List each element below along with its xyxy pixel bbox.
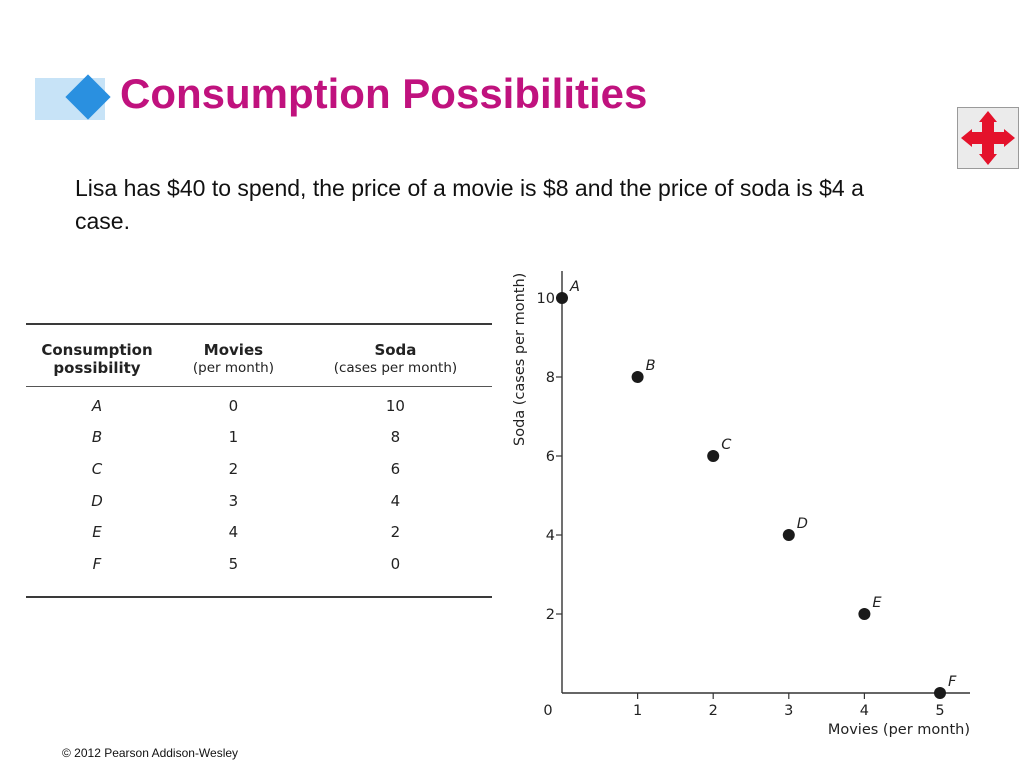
row-movies: 1 <box>228 428 239 447</box>
point-label-f: F <box>948 674 957 690</box>
table-header-row: Consumption possibility Movies (per mont… <box>26 325 492 387</box>
y-tick-label: 10 <box>537 291 555 307</box>
data-point-c <box>707 450 720 462</box>
table-row: D 3 4 <box>26 485 492 517</box>
header-consumption-possibility: Consumption possibility <box>26 325 168 387</box>
row-soda: 0 <box>390 554 401 573</box>
row-soda: 4 <box>390 491 401 510</box>
slide-title: Consumption Possibilities <box>120 70 648 117</box>
x-tick-label: 4 <box>860 703 869 719</box>
point-label-d: D <box>797 516 808 532</box>
data-point-d <box>782 529 795 541</box>
y-axis-label: Soda (cases per month) <box>512 273 528 446</box>
data-point-e <box>858 608 871 620</box>
row-label: F <box>92 554 102 573</box>
x-tick-label: 5 <box>935 703 944 719</box>
header-col1-line1: Consumption <box>41 341 153 359</box>
row-label: A <box>91 396 103 415</box>
data-point-f <box>934 687 946 699</box>
row-movies: 4 <box>228 523 239 542</box>
y-tick-label: 2 <box>546 607 555 623</box>
header-soda: Soda (cases per month) <box>298 325 492 387</box>
intro-text: Lisa has $40 to spend, the price of a mo… <box>75 175 864 234</box>
y-tick-label: 4 <box>546 528 555 544</box>
row-soda: 2 <box>390 523 401 542</box>
y-tick-label: 8 <box>546 370 555 386</box>
data-point-a <box>556 292 568 304</box>
point-label-c: C <box>721 437 732 453</box>
row-movies: 2 <box>228 459 239 478</box>
header-col3-line2: (cases per month) <box>333 360 458 376</box>
row-movies: 3 <box>228 491 239 510</box>
point-label-a: A <box>569 279 580 295</box>
data-point-b <box>631 371 644 383</box>
header-col1-line2: possibility <box>53 359 141 377</box>
header-col2-line2: (per month) <box>192 360 274 376</box>
header-col2-line1: Movies <box>203 341 264 359</box>
table-row: B 1 8 <box>26 422 492 454</box>
table-row: F 5 0 <box>26 548 492 596</box>
row-label: D <box>91 491 103 510</box>
copyright-footer: © 2012 Pearson Addison-Wesley <box>62 746 239 760</box>
x-tick-label: 1 <box>633 703 642 719</box>
x-tick-label: 3 <box>784 703 793 719</box>
point-label-e: E <box>872 595 882 611</box>
row-soda: 10 <box>385 396 405 415</box>
table-row: C 2 6 <box>26 453 492 485</box>
row-label: E <box>92 523 102 542</box>
header-col3-line1: Soda <box>374 341 417 359</box>
row-movies: 0 <box>228 396 239 415</box>
point-label-b: B <box>646 358 656 374</box>
x-axis-label: Movies (per month) <box>828 722 970 738</box>
table-row: E 4 2 <box>26 516 492 548</box>
table-row: A 0 10 <box>26 387 492 422</box>
four-way-arrows-icon <box>961 111 1015 165</box>
row-label: C <box>91 459 103 478</box>
y-tick-label: 6 <box>546 449 555 465</box>
row-movies: 5 <box>228 554 239 573</box>
consumption-table: Consumption possibility Movies (per mont… <box>26 323 492 598</box>
origin-tick-label: 0 <box>543 703 552 719</box>
row-label: B <box>91 428 103 447</box>
row-soda: 8 <box>390 428 401 447</box>
header-movies: Movies (per month) <box>168 325 299 387</box>
x-tick-label: 2 <box>709 703 718 719</box>
row-soda: 6 <box>390 459 401 478</box>
navigation-button[interactable] <box>957 107 1019 169</box>
